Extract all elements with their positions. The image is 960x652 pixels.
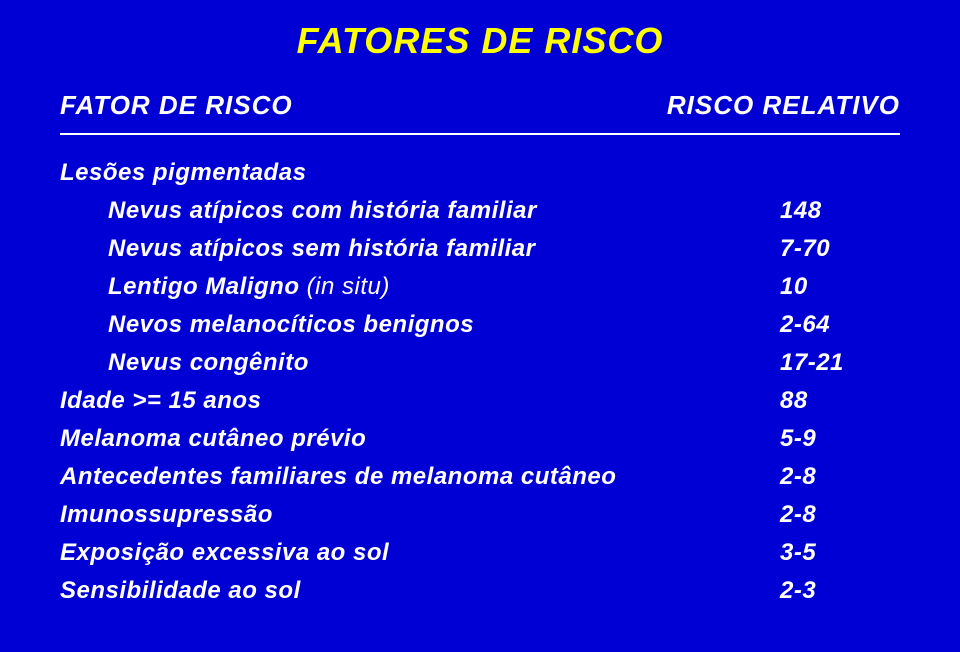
section-value: [780, 159, 900, 187]
row-value: 2-8: [780, 501, 900, 529]
row-label: Exposição excessiva ao sol: [60, 539, 780, 567]
row-label: Sensibilidade ao sol: [60, 577, 780, 605]
header-left: FATOR DE RISCO: [60, 90, 293, 121]
row-label: Imunossupressão: [60, 501, 780, 529]
table-row: Nevus atípicos com história familiar148: [60, 197, 900, 225]
row-value: 17-21: [780, 349, 900, 377]
table-header: FATOR DE RISCO RISCO RELATIVO: [60, 90, 900, 135]
table-row: Nevus atípicos sem história familiar7-70: [60, 235, 900, 263]
row-label: Nevos melanocíticos benignos: [60, 311, 780, 339]
slide-title: FATORES DE RISCO: [60, 20, 900, 62]
table-row: Nevos melanocíticos benignos2-64: [60, 311, 900, 339]
row-label: Melanoma cutâneo prévio: [60, 425, 780, 453]
header-right: RISCO RELATIVO: [667, 90, 900, 121]
row-label: Lentigo Maligno (in situ): [60, 273, 780, 301]
table-row: Idade >= 15 anos88: [60, 387, 900, 415]
row-value: 3-5: [780, 539, 900, 567]
table-row: Sensibilidade ao sol2-3: [60, 577, 900, 605]
table-row: Imunossupressão2-8: [60, 501, 900, 529]
table-row: Melanoma cutâneo prévio5-9: [60, 425, 900, 453]
row-value: 7-70: [780, 235, 900, 263]
row-label: Nevus congênito: [60, 349, 780, 377]
row-value: 2-3: [780, 577, 900, 605]
table-row: Nevus congênito17-21: [60, 349, 900, 377]
row-label: Idade >= 15 anos: [60, 387, 780, 415]
row-label: Nevus atípicos com história familiar: [60, 197, 780, 225]
table-body: Lesões pigmentadas Nevus atípicos com hi…: [60, 159, 900, 605]
section-label: Lesões pigmentadas: [60, 159, 780, 187]
row-label: Nevus atípicos sem história familiar: [60, 235, 780, 263]
table-row: Lentigo Maligno (in situ)10: [60, 273, 900, 301]
table-row: Antecedentes familiares de melanoma cutâ…: [60, 463, 900, 491]
table-row: Exposição excessiva ao sol3-5: [60, 539, 900, 567]
row-value: 5-9: [780, 425, 900, 453]
row-value: 2-64: [780, 311, 900, 339]
row-value: 2-8: [780, 463, 900, 491]
row-value: 148: [780, 197, 900, 225]
row-value: 88: [780, 387, 900, 415]
row-label: Antecedentes familiares de melanoma cutâ…: [60, 463, 780, 491]
section-label-row: Lesões pigmentadas: [60, 159, 900, 187]
row-value: 10: [780, 273, 900, 301]
